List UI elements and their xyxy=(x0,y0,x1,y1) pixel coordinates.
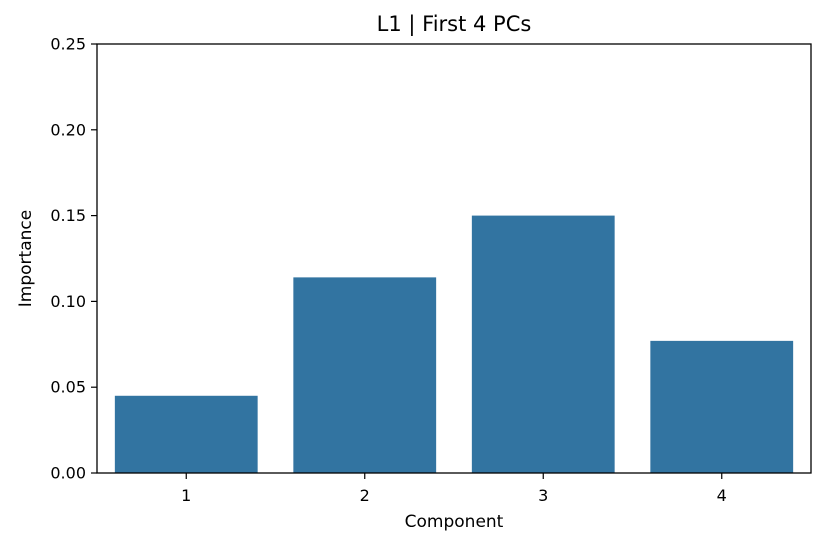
bar-group xyxy=(114,215,794,473)
bar-3 xyxy=(471,215,615,473)
y-tick-label: 0.10 xyxy=(50,292,86,311)
x-tick-label: 1 xyxy=(181,486,191,505)
x-tick-label: 2 xyxy=(360,486,370,505)
x-tick-label: 3 xyxy=(538,486,548,505)
y-tick-label: 0.05 xyxy=(50,378,86,397)
x-tick-label: 4 xyxy=(717,486,727,505)
y-tick-label: 0.20 xyxy=(50,120,86,139)
y-tick-label: 0.15 xyxy=(50,206,86,225)
bar-4 xyxy=(650,340,794,473)
chart-title: L1 | First 4 PCs xyxy=(377,12,532,37)
x-axis-label: Component xyxy=(405,512,504,532)
plot-frame xyxy=(96,43,812,474)
y-axis-ticks: 0.00 0.05 0.10 0.15 0.20 0.25 xyxy=(50,35,97,483)
x-axis-ticks: 1 2 3 4 xyxy=(181,473,727,505)
y-tick-label: 0.00 xyxy=(50,464,86,483)
bar-2 xyxy=(293,277,437,473)
y-axis-label: Importance xyxy=(16,210,36,307)
bar-1 xyxy=(114,395,258,473)
y-tick-label: 0.25 xyxy=(50,35,86,54)
